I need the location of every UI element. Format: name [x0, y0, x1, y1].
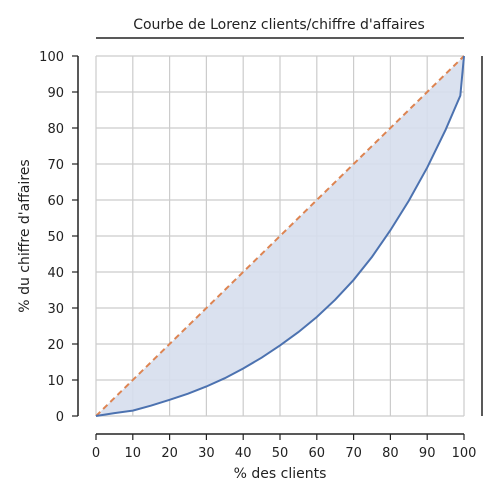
y-tick-label: 30	[47, 302, 64, 317]
y-tick-label: 0	[56, 410, 64, 425]
y-tick-label: 90	[47, 86, 64, 101]
x-tick-label: 70	[345, 446, 362, 461]
lorenz-area-fill	[96, 56, 464, 416]
equality-line	[95, 55, 465, 417]
y-tick-label: 40	[47, 266, 64, 281]
x-tick-label: 30	[198, 446, 215, 461]
y-tick-label: 20	[47, 338, 64, 353]
x-tick-label: 20	[161, 446, 178, 461]
y-tick-label: 100	[39, 50, 64, 65]
x-tick-label: 50	[272, 446, 289, 461]
y-tick-label: 50	[47, 230, 64, 245]
x-axis-label: % des clients	[234, 466, 327, 482]
x-tick-label: 90	[419, 446, 436, 461]
y-tick-label: 60	[47, 194, 64, 209]
y-tick-label: 10	[47, 374, 64, 389]
lorenz-curve	[95, 55, 465, 417]
x-tick-label: 60	[309, 446, 326, 461]
x-tick-label: 0	[92, 446, 100, 461]
y-tick-label: 70	[47, 158, 64, 173]
x-tick-label: 80	[382, 446, 399, 461]
y-tick-label: 80	[47, 122, 64, 137]
y-axis-label: % du chiffre d'affaires	[17, 159, 33, 312]
x-tick-label: 10	[125, 446, 142, 461]
chart-title: Courbe de Lorenz clients/chiffre d'affai…	[133, 17, 425, 33]
y-ticks: 0 10 20 30 40 50 60 70 80 90 100	[39, 50, 78, 425]
x-ticks: 0 10 20 30 40 50 60 70 80 90 100	[92, 434, 477, 461]
x-tick-label: 100	[452, 446, 477, 461]
x-tick-label: 40	[235, 446, 252, 461]
